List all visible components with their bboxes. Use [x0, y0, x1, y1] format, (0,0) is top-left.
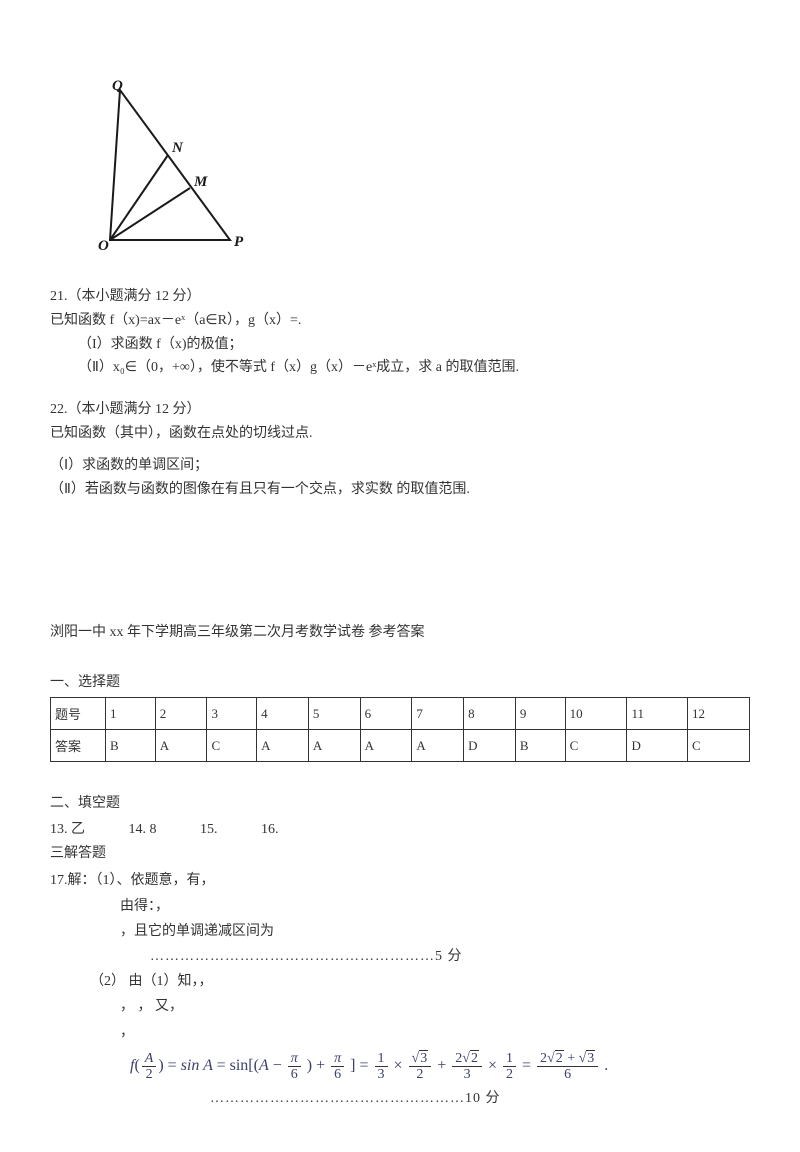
p21-title: 21.（本小题满分 12 分） [50, 285, 750, 309]
ans-cell: A [412, 730, 464, 762]
page: Q N M O P 21.（本小题满分 12 分） 已知函数 f（x)=ax－e… [0, 0, 800, 1152]
section-1-label: 一、选择题 [50, 671, 750, 691]
fsb: 3 [586, 1050, 595, 1066]
closebr: ] = [350, 1057, 372, 1074]
section-2-label: 二、填空题 [50, 792, 750, 812]
ans-cell: C [207, 730, 257, 762]
fd: 6 [537, 1067, 598, 1082]
ans-cell: C [688, 730, 750, 762]
f-argn: A [142, 1051, 157, 1067]
fsa: 2 [555, 1050, 564, 1066]
num-cell: 10 [565, 698, 627, 730]
problem-21: 21.（本小题满分 12 分） 已知函数 f（x)=ax－eˣ（a∈R），g（x… [50, 285, 750, 380]
num-cell: 3 [207, 698, 257, 730]
row-label-1: 题号 [51, 698, 106, 730]
num-cell: 4 [257, 698, 309, 730]
ans-cell: C [565, 730, 627, 762]
eq1: = [168, 1057, 181, 1074]
t1n: 1 [375, 1051, 388, 1067]
x2: × [488, 1057, 501, 1074]
formula: f(A2) = sin A = sin[(A − π6 ) + π6 ] = 1… [50, 1051, 750, 1083]
p21-l1: 已知函数 f（x)=ax－eˣ（a∈R），g（x）=. [50, 309, 750, 333]
fill-13: 13. 乙 [50, 818, 85, 838]
num-cell: 8 [464, 698, 516, 730]
x1: × [394, 1057, 407, 1074]
answer-table: 题号 1 2 3 4 5 6 7 8 9 10 11 12 答案 B A C A… [50, 697, 750, 762]
table-row-nums: 题号 1 2 3 4 5 6 7 8 9 10 11 12 [51, 698, 750, 730]
fill-16: 16. [261, 822, 279, 838]
period: . [604, 1057, 608, 1074]
ans-cell: A [360, 730, 412, 762]
ans-cell: D [627, 730, 688, 762]
mid: ) + [307, 1057, 329, 1074]
label-n: N [171, 140, 184, 156]
fill-15: 15. [200, 822, 218, 838]
t3s: 2 [470, 1050, 479, 1066]
fna: 2 [540, 1051, 547, 1066]
p1: + [437, 1057, 450, 1074]
sol17-l3: ，且它的单调递减区间为 [50, 919, 750, 944]
t1d: 3 [375, 1067, 388, 1082]
fill-14: 14. 8 [129, 822, 157, 838]
pi1: π [288, 1051, 301, 1067]
num-cell: 11 [627, 698, 688, 730]
ans-cell: B [515, 730, 565, 762]
p21-l2: （I）求函数 f（x)的极值； [50, 333, 750, 357]
num-cell: 7 [412, 698, 464, 730]
answer-header: 浏阳一中 xx 年下学期高三年级第二次月考数学试卷 参考答案 [50, 621, 750, 641]
table-row-ans: 答案 B A C A A A A D B C D C [51, 730, 750, 762]
label-m: M [193, 174, 208, 190]
six1: 6 [288, 1067, 301, 1082]
p22-l3: （Ⅱ）若函数与函数的图像在有且只有一个交点，求实数 的取值范围. [50, 478, 750, 502]
triangle-figure: Q N M O P [90, 80, 750, 255]
p22-l1: 已知函数（其中），函数在点处的切线过点. [50, 422, 750, 446]
problem-22: 22.（本小题满分 12 分） 已知函数（其中），函数在点处的切线过点. （Ⅰ）… [50, 398, 750, 501]
sol17-dots2: ……………………………………………10 分 [50, 1086, 750, 1111]
ans-cell: D [464, 730, 516, 762]
t3d: 3 [452, 1067, 482, 1082]
row-label-2: 答案 [51, 730, 106, 762]
ans-cell: A [308, 730, 360, 762]
num-cell: 6 [360, 698, 412, 730]
sinopen: = sin[(A − [217, 1057, 286, 1074]
sol17-part2: （2） 由（1）知，， [50, 969, 750, 994]
num-cell: 9 [515, 698, 565, 730]
sol17-dots1: …………………………………………………5 分 [50, 944, 750, 969]
triangle-svg: Q N M O P [90, 80, 250, 250]
p22-title: 22.（本小题满分 12 分） [50, 398, 750, 422]
f-argd: 2 [142, 1067, 157, 1082]
pi2: π [331, 1051, 344, 1067]
p22-l2: （Ⅰ）求函数的单调区间； [50, 454, 750, 478]
label-q: Q [112, 80, 123, 94]
sol17-l4: ， ， 又， [50, 994, 750, 1019]
num-cell: 1 [106, 698, 156, 730]
t4d: 2 [503, 1067, 516, 1082]
section-3-label: 三解答题 [50, 842, 750, 862]
t3c: 2 [455, 1051, 462, 1066]
label-p: P [234, 234, 244, 250]
sol17-l2: 由得：， [50, 894, 750, 919]
sol17-head: 17.解：（1）、依题意，有， [50, 868, 750, 893]
label-o: O [98, 238, 109, 250]
num-cell: 2 [155, 698, 207, 730]
sinA: sin A [181, 1057, 213, 1074]
t4n: 1 [503, 1051, 516, 1067]
eq2: = [522, 1057, 535, 1074]
t2n: 3 [419, 1050, 428, 1066]
ans-cell: A [257, 730, 309, 762]
sol17-l5: ， [50, 1020, 750, 1045]
fill-line: 13. 乙 14. 8 15. 16. [50, 818, 750, 838]
solution-17: 17.解：（1）、依题意，有， 由得：， ，且它的单调递减区间为 …………………… [50, 868, 750, 1111]
t2d: 2 [409, 1067, 432, 1082]
ans-cell: B [106, 730, 156, 762]
num-cell: 5 [308, 698, 360, 730]
p21-l3: （Ⅱ）x₀∈（0，+∞），使不等式 f（x）g（x）－eˣ成立，求 a 的取值范… [50, 356, 750, 380]
num-cell: 12 [688, 698, 750, 730]
six2: 6 [331, 1067, 344, 1082]
ans-cell: A [155, 730, 207, 762]
